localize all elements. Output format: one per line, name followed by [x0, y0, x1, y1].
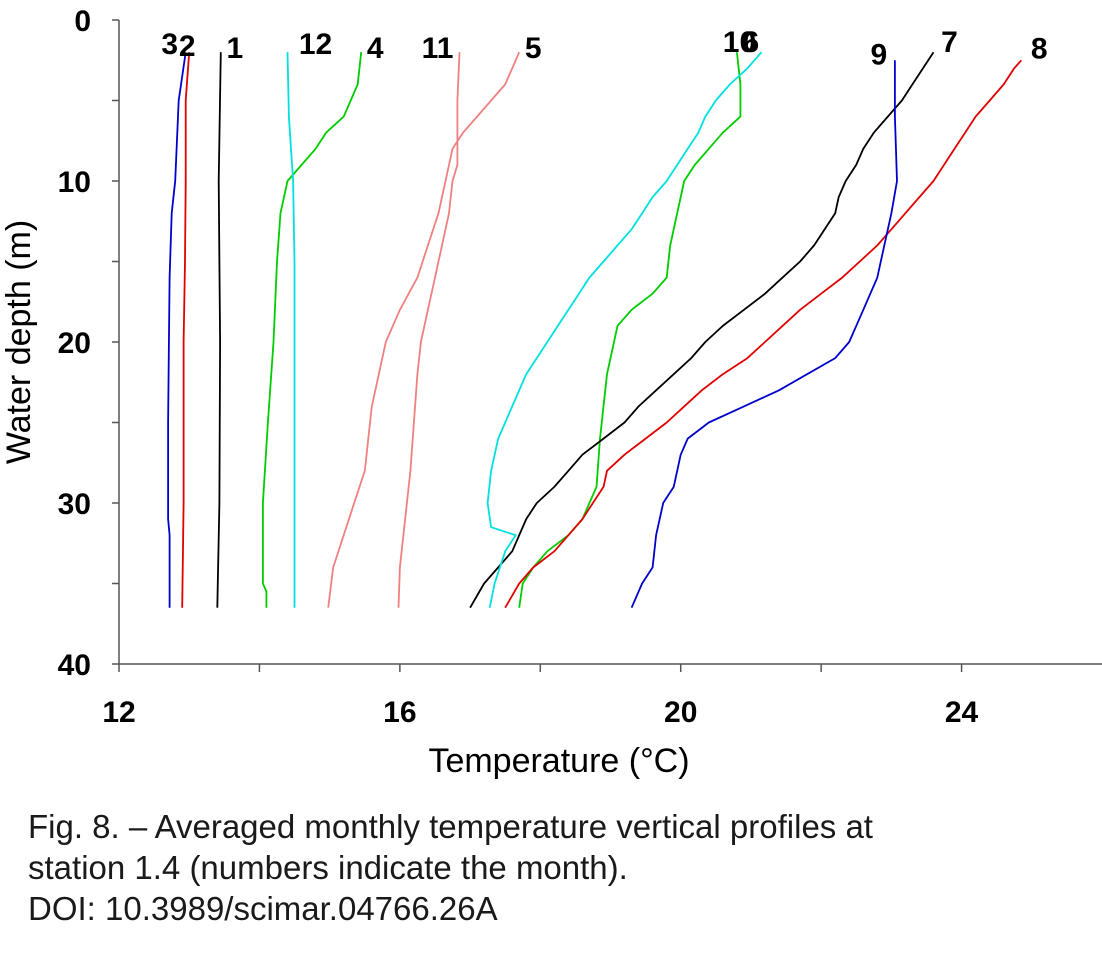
series-line-month-9 [630, 60, 898, 609]
y-tick-label: 20 [58, 327, 91, 360]
series-label-month-7: 7 [941, 26, 958, 59]
series-line-month-2 [181, 52, 191, 608]
y-tick-label: 30 [58, 488, 91, 521]
series-label-month-3: 3 [161, 28, 178, 61]
series-label-month-10: 10 [723, 26, 756, 59]
series-label-month-6: 6 [743, 26, 760, 59]
x-tick-label: 12 [102, 696, 135, 729]
series-line-month-8 [504, 59, 1022, 609]
caption-line-3: DOI: 10.3989/scimar.04766.26A [28, 890, 498, 927]
series-line-month-4 [261, 52, 363, 608]
x-axis-title: Temperature (°C) [428, 742, 689, 780]
caption-line-1: Fig. 8. – Averaged monthly temperature v… [28, 808, 873, 845]
series-line-month-7 [469, 51, 935, 609]
series-label-month-2: 2 [179, 30, 196, 63]
series-label-month-9: 9 [871, 38, 888, 71]
y-tick-label: 0 [74, 5, 91, 38]
caption-line-2: station 1.4 (numbers indicate the month)… [28, 849, 628, 886]
y-tick-label: 10 [58, 166, 91, 199]
series-lines [167, 51, 1022, 609]
x-tick-label: 24 [945, 696, 979, 729]
figure-caption: Fig. 8. – Averaged monthly temperature v… [28, 806, 1088, 929]
y-tick-label: 40 [58, 649, 91, 682]
series-label-month-11: 11 [422, 32, 454, 65]
series-line-month-12 [286, 52, 296, 608]
x-tick-label: 20 [664, 696, 697, 729]
series-label-month-12: 12 [299, 28, 332, 61]
series-label-month-5: 5 [525, 32, 542, 65]
y-axis-title: Water depth (m) [0, 220, 38, 464]
x-tick-label: 16 [383, 696, 416, 729]
series-line-month-11 [397, 52, 461, 608]
series-line-month-1 [216, 52, 222, 608]
series-label-month-4: 4 [367, 32, 384, 65]
series-line-month-3 [167, 52, 187, 608]
series-label-month-1: 1 [226, 32, 243, 65]
series-line-month-6 [518, 52, 742, 608]
series-label-month-8: 8 [1031, 32, 1048, 65]
series-line-month-5 [327, 51, 521, 608]
series-line-month-10 [486, 51, 763, 608]
